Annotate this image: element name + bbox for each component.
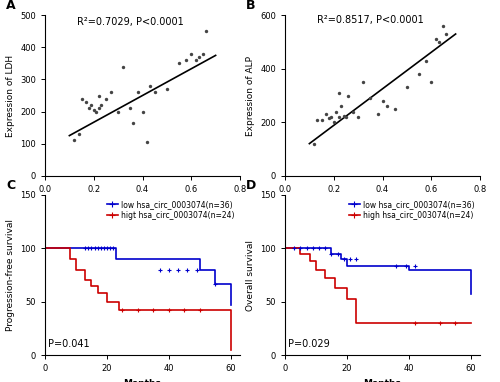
Point	[85, 105, 93, 112]
Point	[415, 71, 423, 77]
Point	[322, 111, 330, 117]
Point	[200, 51, 207, 57]
Point	[192, 57, 200, 63]
Text: A: A	[6, 0, 16, 12]
X-axis label: Expression of  hsa_circ_0003074: Expression of hsa_circ_0003074	[309, 199, 456, 208]
Point	[107, 89, 115, 96]
Point	[310, 141, 318, 147]
Point	[88, 102, 96, 108]
Point	[342, 114, 350, 120]
Point	[334, 90, 342, 96]
Point	[374, 111, 382, 117]
Point	[442, 31, 450, 37]
Point	[328, 114, 336, 120]
Point	[378, 98, 386, 104]
Point	[92, 108, 100, 115]
Point	[422, 58, 430, 64]
Point	[318, 117, 326, 123]
Text: P=0.029: P=0.029	[288, 339, 330, 349]
Point	[194, 54, 202, 60]
Point	[337, 103, 345, 109]
Point	[366, 95, 374, 101]
Point	[330, 119, 338, 125]
Point	[94, 92, 102, 99]
Point	[202, 28, 210, 34]
Text: D: D	[246, 179, 256, 192]
Point	[440, 23, 448, 29]
Point	[129, 120, 137, 126]
Y-axis label: Expression of LDH: Expression of LDH	[6, 55, 15, 136]
Point	[349, 108, 357, 115]
Point	[175, 60, 183, 66]
Legend: low hsa_circ_0003074(n=36), higt hsa_circ_0003074(n=24): low hsa_circ_0003074(n=36), higt hsa_cir…	[105, 199, 236, 221]
Point	[144, 139, 152, 145]
Point	[134, 89, 141, 96]
Point	[332, 108, 340, 115]
Point	[403, 84, 411, 91]
Point	[312, 117, 320, 123]
Point	[90, 107, 98, 113]
Point	[75, 131, 83, 137]
Point	[359, 79, 367, 85]
Point	[340, 112, 347, 118]
Point	[70, 138, 78, 144]
Point	[434, 39, 442, 45]
Y-axis label: Overall survival: Overall survival	[246, 240, 254, 311]
Point	[94, 105, 102, 112]
Point	[114, 108, 122, 115]
X-axis label: Months: Months	[364, 379, 402, 382]
Point	[82, 99, 90, 105]
Y-axis label: Expression of ALP: Expression of ALP	[246, 55, 254, 136]
X-axis label: Months: Months	[124, 379, 162, 382]
Point	[344, 92, 352, 99]
Point	[390, 106, 398, 112]
Text: C: C	[6, 179, 15, 192]
Point	[427, 79, 435, 85]
Legend: low hsa_circ_0003074(n=36), high hsa_circ_003074(n=24): low hsa_circ_0003074(n=36), high hsa_cir…	[347, 199, 476, 221]
Point	[354, 114, 362, 120]
Text: R²=0.8517, P<0.0001: R²=0.8517, P<0.0001	[316, 15, 424, 25]
Point	[187, 51, 195, 57]
Point	[432, 36, 440, 42]
Text: B: B	[246, 0, 256, 12]
Point	[182, 57, 190, 63]
Point	[146, 83, 154, 89]
Text: R²=0.7029, P<0.0001: R²=0.7029, P<0.0001	[76, 17, 184, 27]
Point	[102, 96, 110, 102]
Point	[384, 103, 392, 109]
Point	[119, 63, 127, 70]
Point	[138, 108, 146, 115]
Point	[126, 105, 134, 112]
Point	[97, 102, 105, 108]
Point	[334, 114, 342, 120]
Text: P=0.041: P=0.041	[48, 339, 90, 349]
Point	[150, 89, 158, 96]
Y-axis label: Progression-free survival: Progression-free survival	[6, 219, 15, 331]
Point	[325, 115, 333, 121]
Point	[163, 86, 171, 92]
X-axis label: Expression of  hsa_circ_0003074: Expression of hsa_circ_0003074	[69, 199, 216, 208]
Point	[78, 96, 86, 102]
